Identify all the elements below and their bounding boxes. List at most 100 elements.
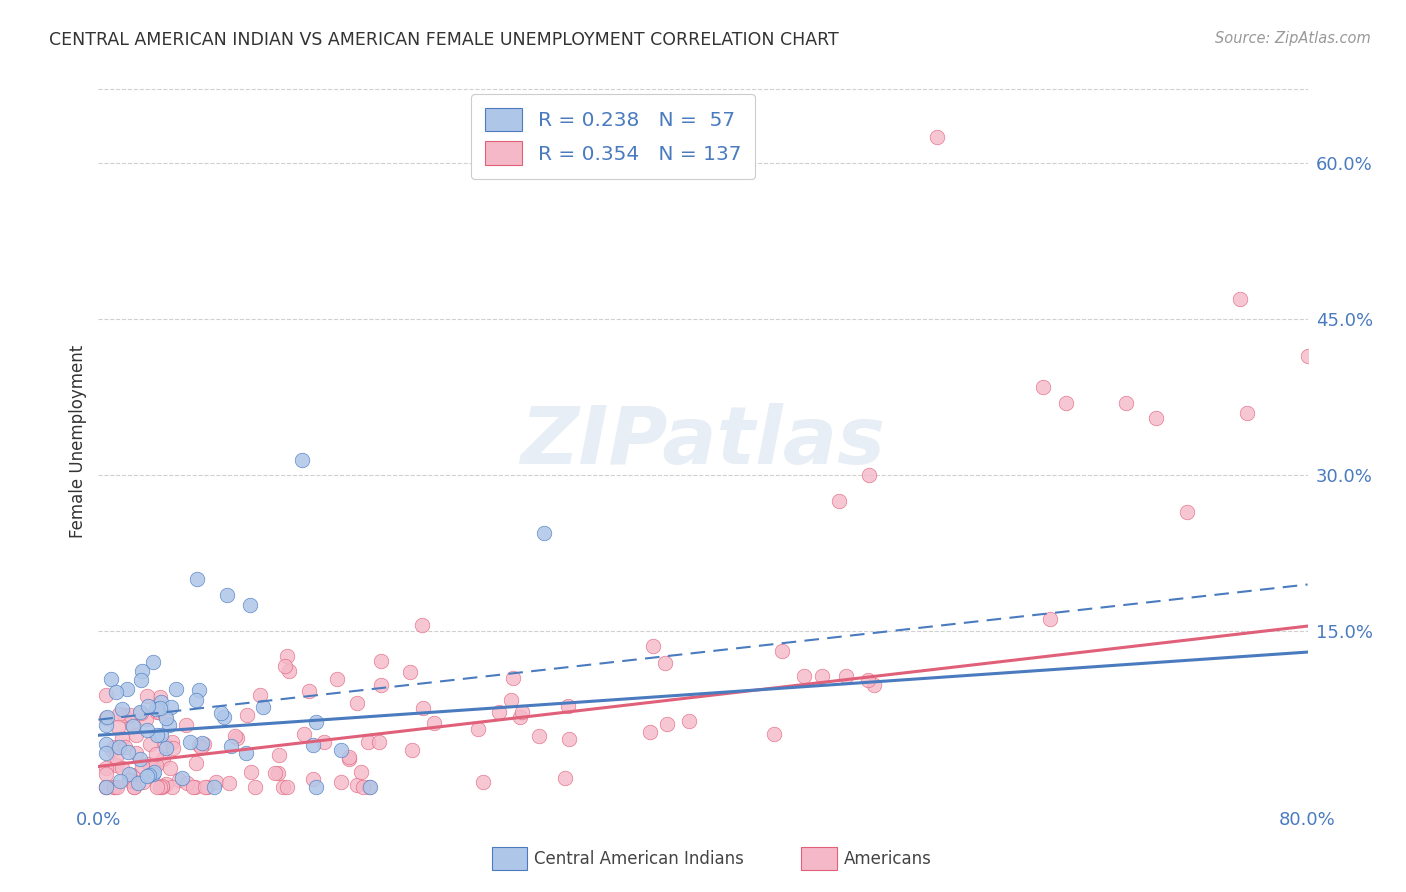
Point <box>131 665 153 679</box>
Point <box>370 654 392 668</box>
Point <box>298 684 321 698</box>
Point <box>793 669 815 683</box>
Point <box>186 572 208 586</box>
Point <box>162 740 184 755</box>
Point <box>226 731 249 745</box>
Point <box>350 764 373 779</box>
Point <box>302 772 325 786</box>
Point <box>129 706 152 720</box>
Point <box>121 768 143 782</box>
Point <box>267 747 290 762</box>
Point <box>121 718 143 732</box>
Point <box>159 761 181 775</box>
Point <box>111 761 134 775</box>
Point <box>190 735 212 749</box>
Text: ZIPatlas: ZIPatlas <box>520 402 886 481</box>
Point <box>117 772 139 787</box>
Point <box>176 776 198 790</box>
Point <box>108 706 131 721</box>
Point <box>179 734 201 748</box>
Point <box>193 737 215 751</box>
Point <box>142 766 165 780</box>
Point <box>121 718 143 732</box>
Point <box>148 780 170 795</box>
Point <box>174 718 197 732</box>
Point <box>103 780 125 794</box>
Point <box>135 723 157 737</box>
Legend: R = 0.238   N =  57, R = 0.354   N = 137: R = 0.238 N = 57, R = 0.354 N = 137 <box>471 94 755 178</box>
Point <box>398 665 420 679</box>
Point <box>412 701 434 715</box>
Point <box>125 747 148 761</box>
Point <box>352 780 374 795</box>
Point <box>411 618 433 632</box>
Point <box>471 774 494 789</box>
Point <box>302 738 325 752</box>
Point <box>155 711 177 725</box>
Point <box>267 766 290 780</box>
Point <box>115 681 138 696</box>
Point <box>558 732 581 747</box>
Point <box>312 734 335 748</box>
Point <box>165 682 187 697</box>
Point <box>218 775 240 789</box>
Point <box>190 740 212 755</box>
Point <box>305 714 328 729</box>
Point <box>1236 406 1258 420</box>
Point <box>107 720 129 734</box>
Point <box>243 780 266 794</box>
Point <box>136 699 159 714</box>
Point <box>329 775 352 789</box>
Point <box>401 743 423 757</box>
Text: Central American Indians: Central American Indians <box>534 849 744 868</box>
Point <box>128 752 150 766</box>
Point <box>94 747 117 761</box>
Point <box>209 706 232 720</box>
Point <box>927 130 949 145</box>
Point <box>142 655 165 669</box>
Point <box>96 689 118 703</box>
Point <box>219 739 242 753</box>
Point <box>215 588 238 602</box>
Point <box>159 700 181 714</box>
Point <box>828 494 851 508</box>
Point <box>337 752 360 766</box>
Point <box>1039 612 1062 626</box>
Point <box>291 452 314 467</box>
Point <box>127 776 149 790</box>
Point <box>112 707 135 722</box>
Point <box>184 780 207 795</box>
Point <box>160 780 183 795</box>
Point <box>167 772 190 787</box>
Point <box>150 694 173 708</box>
Point <box>152 752 174 766</box>
Point <box>96 710 118 724</box>
Point <box>202 780 225 795</box>
Point <box>131 759 153 773</box>
Point <box>122 780 145 795</box>
Point <box>135 712 157 726</box>
Point <box>94 711 117 725</box>
Point <box>145 780 167 795</box>
Point <box>145 702 167 716</box>
Point <box>94 737 117 751</box>
Point <box>1229 292 1251 306</box>
Point <box>235 707 257 722</box>
Point <box>150 780 173 795</box>
Point <box>160 735 183 749</box>
Point <box>100 672 122 686</box>
Point <box>94 767 117 781</box>
Point <box>122 780 145 795</box>
Point <box>136 769 159 783</box>
Point <box>271 780 294 795</box>
Point <box>224 729 246 743</box>
Point <box>811 669 834 683</box>
Point <box>157 718 180 732</box>
Point <box>557 699 579 714</box>
Point <box>240 765 263 780</box>
Point <box>654 657 676 671</box>
Point <box>488 705 510 719</box>
Point <box>1032 380 1054 394</box>
Point <box>145 705 167 719</box>
Point <box>1115 395 1137 409</box>
